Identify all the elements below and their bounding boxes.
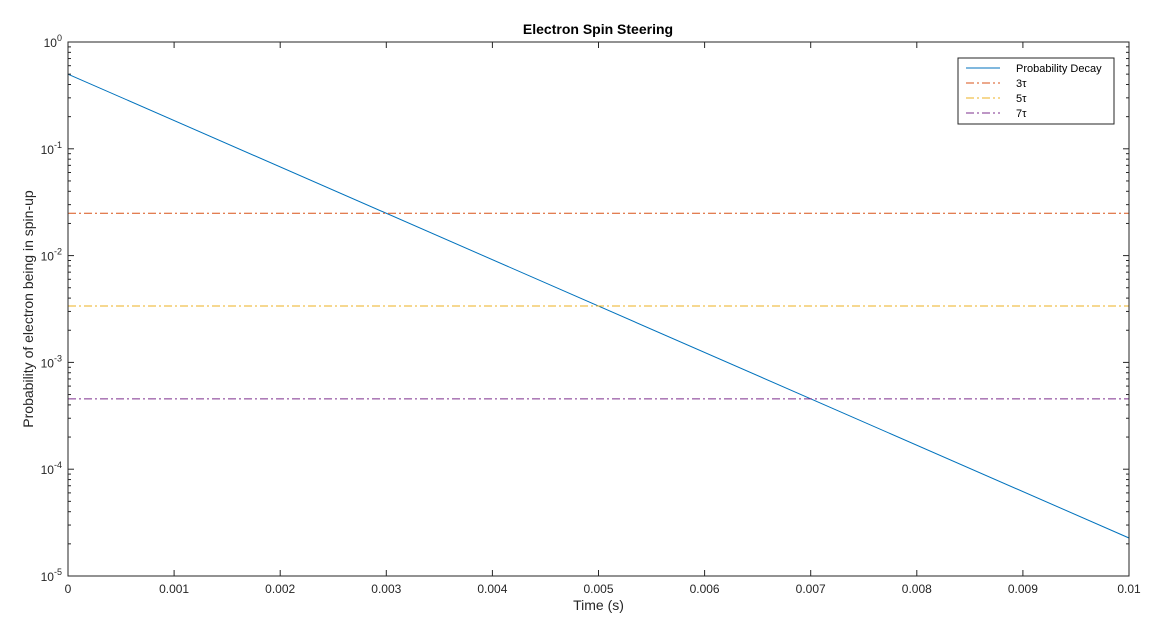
x-axis-label: Time (s) xyxy=(573,597,624,613)
x-tick-label: 0 xyxy=(65,582,72,596)
y-tick-label: 10-1 xyxy=(41,140,62,157)
legend-entry-label: Probability Decay xyxy=(1016,63,1102,75)
y-tick-label: 10-4 xyxy=(41,460,62,477)
chart-title: Electron Spin Steering xyxy=(523,21,673,37)
x-tick-label: 0.01 xyxy=(1117,582,1141,596)
legend-entry-label: 5τ xyxy=(1016,93,1027,105)
y-tick-label: 10-5 xyxy=(41,567,62,584)
series-group xyxy=(67,73,1130,539)
y-tick-label: 10-3 xyxy=(41,353,62,370)
x-tick-label: 0.002 xyxy=(265,582,295,596)
legend-entry-label: 3τ xyxy=(1016,78,1027,90)
x-tick-label: 0.005 xyxy=(583,582,613,596)
y-tick-label: 100 xyxy=(44,33,62,50)
x-tick-label: 0.008 xyxy=(902,582,932,596)
legend-entry-label: 7τ xyxy=(1016,108,1027,120)
x-tick-label: 0.007 xyxy=(796,582,826,596)
y-tick-label: 10-2 xyxy=(41,247,62,264)
y-axis-label: Probability of electron being in spin-up xyxy=(20,190,36,428)
x-tick-label: 0.004 xyxy=(477,582,507,596)
plot-area xyxy=(68,42,1129,576)
legend: Probability Decay 3τ 5τ 7τ xyxy=(957,57,1115,125)
x-tick-label: 0.006 xyxy=(690,582,720,596)
axes-group: 0 0.001 0.002 0.003 0.004 0.005 0.006 0.007 0.00… xyxy=(41,33,1141,596)
x-tick-label: 0.009 xyxy=(1008,582,1038,596)
x-tick-label: 0.001 xyxy=(159,582,189,596)
x-tick-label: 0.003 xyxy=(371,582,401,596)
